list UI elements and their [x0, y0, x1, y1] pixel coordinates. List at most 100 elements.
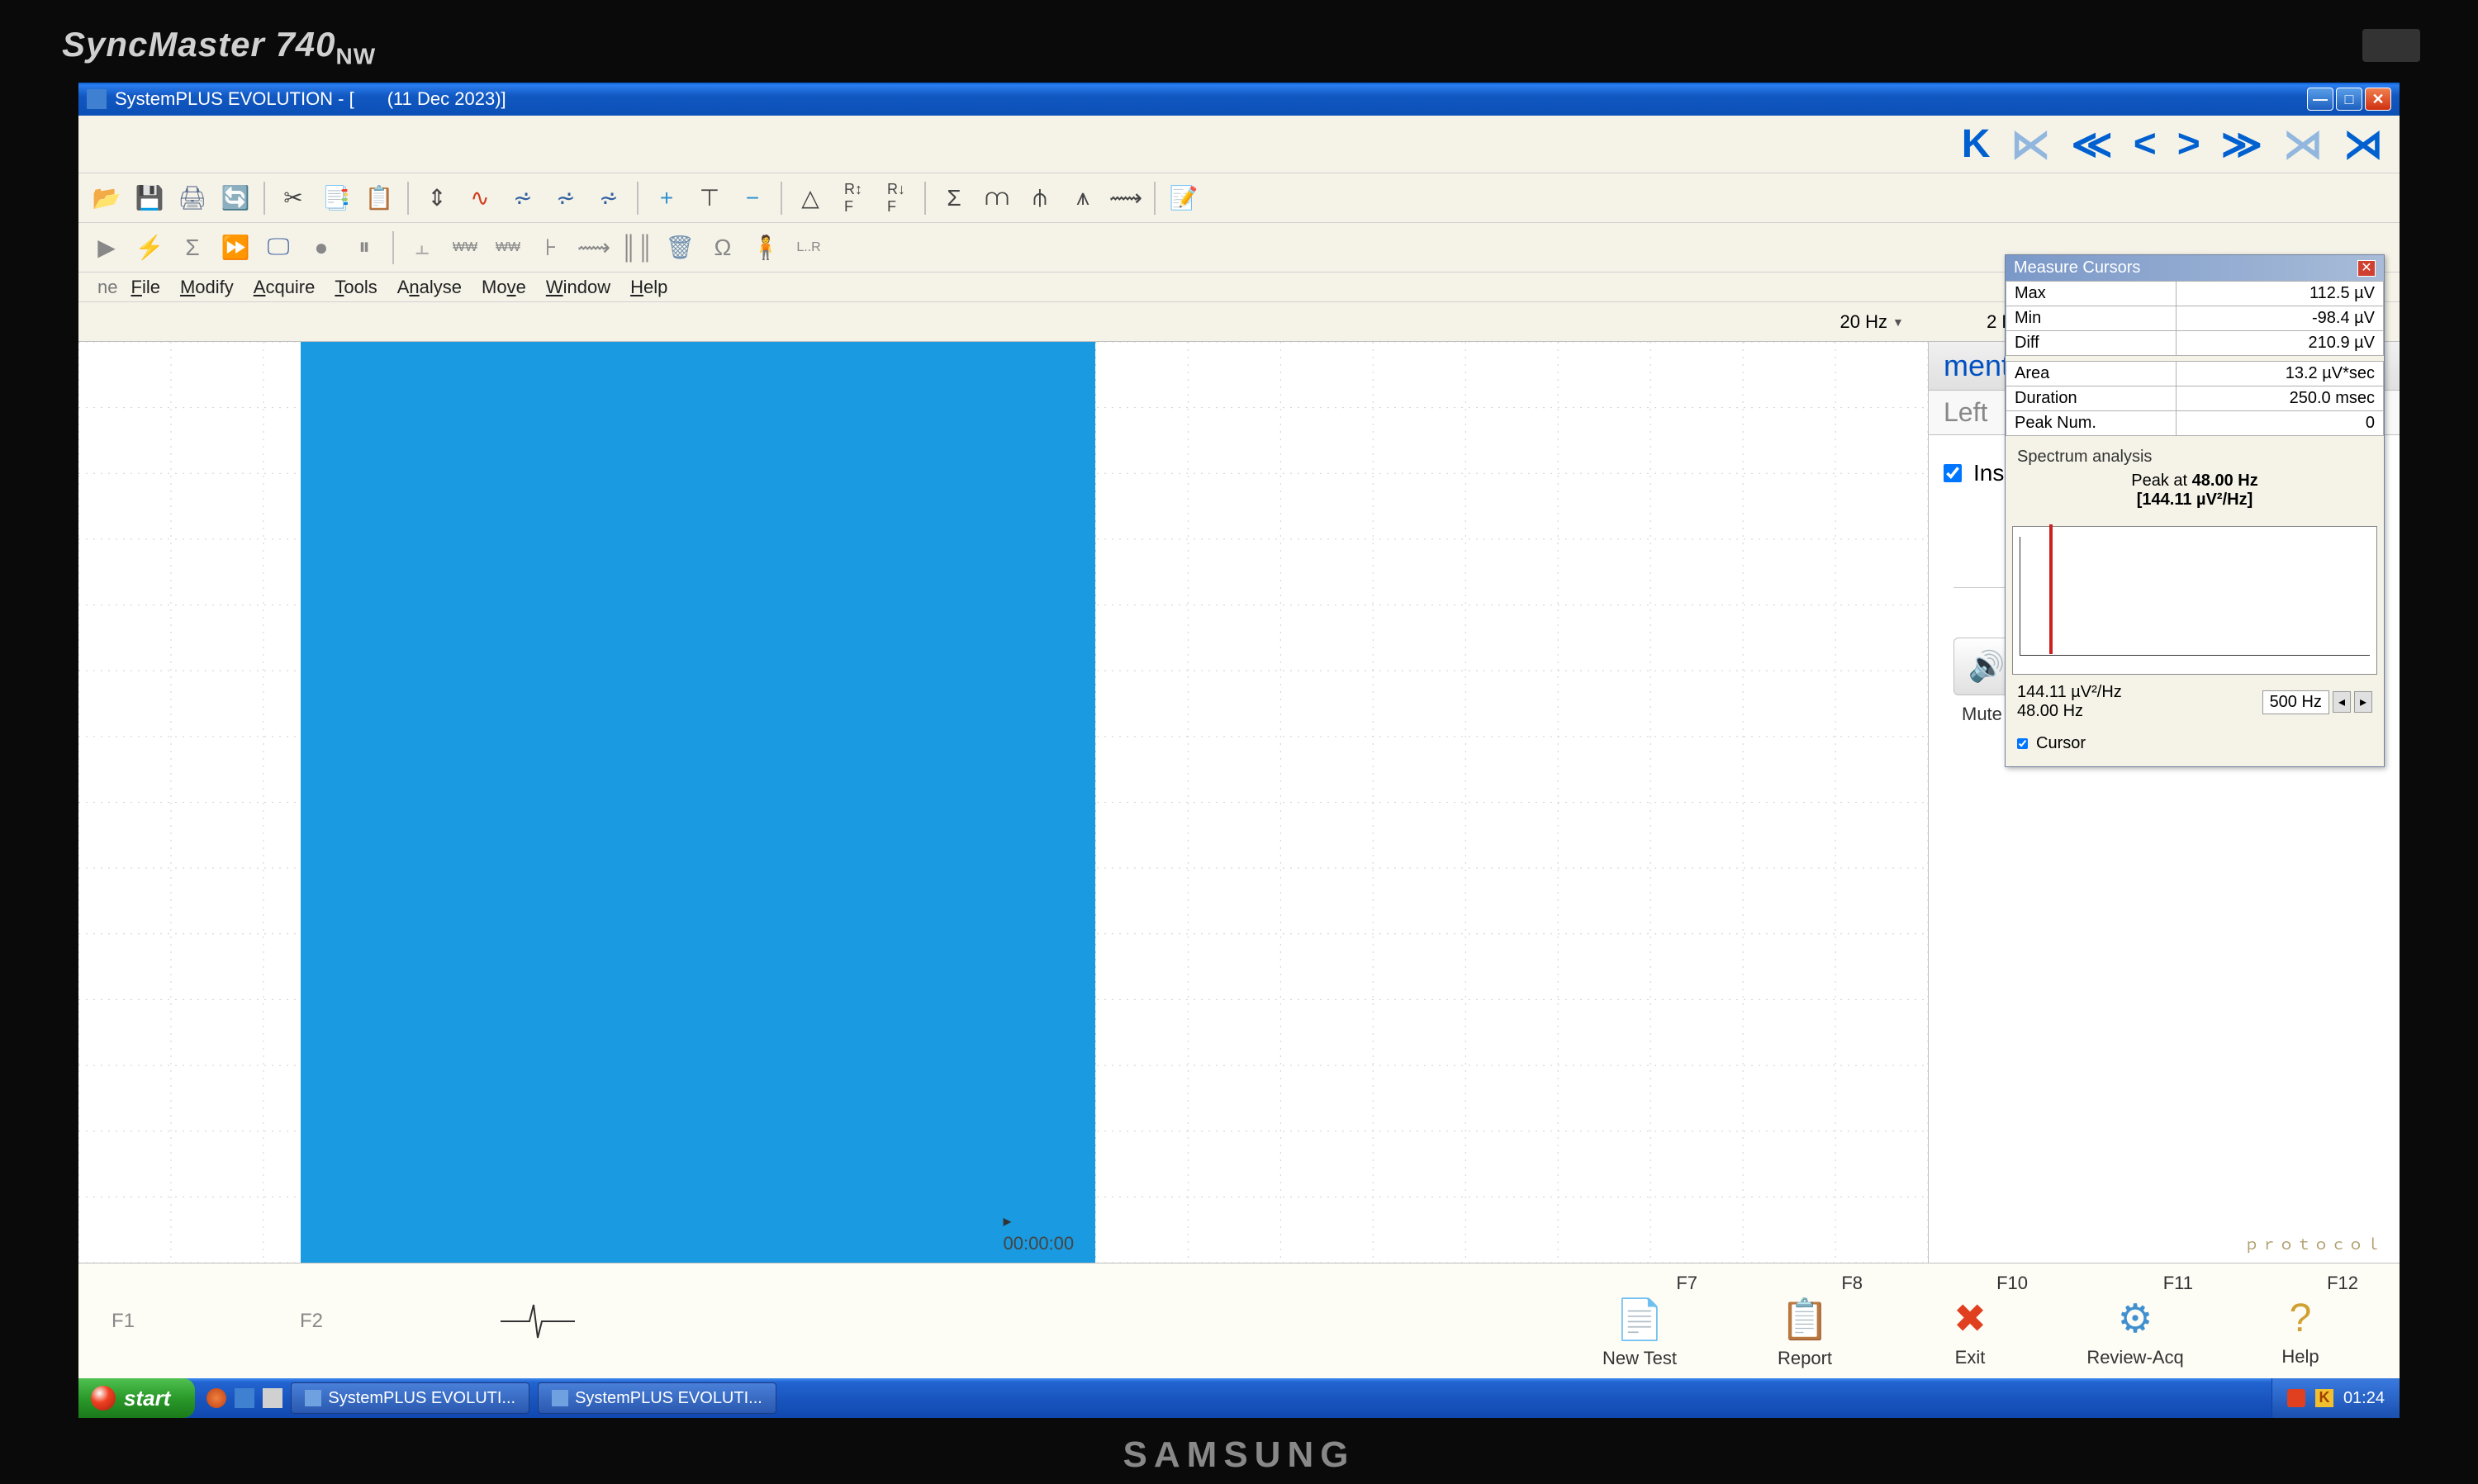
protocol-label: ｐｒｏｔｏｃｏｌ [1929, 1225, 2400, 1263]
paste-icon[interactable]: 📋 [359, 178, 399, 218]
exit-icon: ✖ [1953, 1296, 1987, 1342]
nav-rewind-icon[interactable]: ≪ [2071, 121, 2112, 168]
multi2-icon[interactable]: ⩫ [546, 178, 586, 218]
menu-move[interactable]: Move [475, 275, 533, 300]
menu-modify[interactable]: Modify [173, 275, 240, 300]
burst2-icon[interactable]: ₩₩ [488, 228, 528, 268]
measure-cursors-panel[interactable]: Measure Cursors ✕ Max112.5 µVMin-98.4 µV… [2005, 254, 2385, 767]
nav-ffwd-icon[interactable]: ≫ [2221, 121, 2262, 168]
minimize-button[interactable]: — [2307, 88, 2333, 111]
record-icon[interactable]: ● [301, 228, 341, 268]
pulse2-icon[interactable]: ⟿ [574, 228, 614, 268]
ffwd2-icon[interactable]: ⏩ [216, 228, 255, 268]
omega-icon[interactable]: Ω [703, 228, 743, 268]
range-left-icon[interactable]: ◂ [2333, 691, 2351, 713]
start-button[interactable]: start [78, 1378, 195, 1418]
adjust-icon[interactable]: ⊤ [690, 178, 729, 218]
toolbar-main: 📂 💾 🖨 🔄 ✂ 📑 📋 ⇕ ∿ ⩫ ⩫ ⩫ + ⊤ − △ R↕F R↓F … [78, 173, 2400, 223]
fkey-newtest[interactable]: F7 📄 New Test [1574, 1273, 1706, 1369]
cursors-panel-titlebar[interactable]: Measure Cursors ✕ [2006, 255, 2384, 281]
nav-next-section-icon[interactable]: ⋊ [2283, 121, 2323, 168]
save-icon[interactable]: 💾 [130, 178, 169, 218]
wave-tool1-icon[interactable]: ⩋ [977, 178, 1017, 218]
pulse-icon[interactable]: ⊦ [531, 228, 571, 268]
fkey-number: F11 [2163, 1273, 2193, 1294]
close-button[interactable]: ✕ [2365, 88, 2391, 111]
help-icon: ? [2290, 1296, 2312, 1341]
tray-icon-2[interactable]: K [2315, 1389, 2333, 1407]
burst-icon[interactable]: ₩₩ [445, 228, 485, 268]
maximize-button[interactable]: □ [2336, 88, 2362, 111]
time-selection[interactable] [301, 342, 1096, 1263]
menu-analyse[interactable]: Analyse [391, 275, 468, 300]
wave-tool4-icon[interactable]: ⟿ [1106, 178, 1146, 218]
menu-file[interactable]: File [124, 275, 166, 300]
window-title-date: (11 Dec 2023)] [387, 88, 506, 110]
spectrum-plot[interactable] [2012, 526, 2377, 675]
wave-tool3-icon[interactable]: ⩚ [1063, 178, 1103, 218]
sigma2-icon[interactable]: Σ [173, 228, 212, 268]
spectrum-range-stepper[interactable]: 500 Hz ◂ ▸ [2262, 690, 2372, 714]
speaker-icon: 🔊 [1968, 649, 2006, 684]
signal-viewer[interactable]: ▸ 00:00:00 [78, 342, 1929, 1263]
bars-icon[interactable]: ║║ [617, 228, 657, 268]
nav-last-icon[interactable]: ⋊ [2343, 121, 2383, 168]
monitor-icon[interactable]: 🖵 [259, 228, 298, 268]
spark-icon[interactable]: ⚡ [130, 228, 169, 268]
range-right-icon[interactable]: ▸ [2354, 691, 2372, 713]
cursor-row-label: Duration [2006, 386, 2177, 411]
nav-prev-section-icon[interactable]: ⋉ [2010, 121, 2050, 168]
refresh-icon[interactable]: 🔄 [216, 178, 255, 218]
open-icon[interactable]: 📂 [87, 178, 126, 218]
plus-icon[interactable]: + [647, 178, 686, 218]
menu-acquire[interactable]: Acquire [247, 275, 322, 300]
menu-window[interactable]: Window [539, 275, 617, 300]
fkey-label: Report [1778, 1348, 1832, 1369]
fkey-label: Help [2281, 1346, 2319, 1368]
multi1-icon[interactable]: ⩫ [503, 178, 543, 218]
note-icon[interactable]: 📝 [1164, 178, 1203, 218]
system-tray[interactable]: K 01:24 [2272, 1378, 2400, 1418]
cursor-row-value: 210.9 µV [2176, 331, 2383, 356]
signal-icon[interactable]: ∿ [460, 178, 500, 218]
rf1-icon[interactable]: R↕F [833, 178, 873, 218]
cursors-close-button[interactable]: ✕ [2357, 260, 2376, 277]
ql-icon-1[interactable] [206, 1388, 226, 1408]
fkey-number: F10 [1996, 1273, 2028, 1294]
menu-help[interactable]: Help [624, 275, 674, 300]
window-titlebar: SystemPLUS EVOLUTION - [ (11 Dec 2023)] … [78, 83, 2400, 116]
nav-first-icon[interactable]: K [1962, 121, 1991, 167]
multi3-icon[interactable]: ⩫ [589, 178, 629, 218]
fkey-reviewacq[interactable]: F11 ⚙ Review-Acq [2069, 1273, 2201, 1369]
fkey-report[interactable]: F8 📋 Report [1739, 1273, 1871, 1369]
rf2-icon[interactable]: R↓F [876, 178, 916, 218]
ruler1-icon[interactable]: ⫠ [402, 228, 442, 268]
tray-icon-1[interactable] [2287, 1389, 2305, 1407]
play-icon[interactable]: ▶ [87, 228, 126, 268]
nav-back-icon[interactable]: < [2134, 121, 2157, 167]
print-icon[interactable]: 🖨 [173, 178, 212, 218]
trash-icon[interactable]: 🗑 [660, 228, 700, 268]
highpass-combo[interactable]: 20 Hz▼ [1805, 311, 1937, 333]
menu-tools[interactable]: Tools [328, 275, 383, 300]
pause-icon[interactable]: ⏸ [344, 228, 384, 268]
fkey-help[interactable]: F12 ? Help [2234, 1273, 2366, 1369]
copy-icon[interactable]: 📑 [316, 178, 356, 218]
play-marker-icon: ▸ [1004, 1211, 1012, 1231]
ql-icon-3[interactable] [263, 1388, 282, 1408]
person-icon[interactable]: 🧍 [746, 228, 786, 268]
taskbar-task-2[interactable]: SystemPLUS EVOLUTI... [538, 1382, 776, 1414]
minus-icon[interactable]: − [733, 178, 772, 218]
spectrum-peak-label: Peak at 48.00 Hz [144.11 µV²/Hz] [2017, 472, 2372, 510]
range-icon[interactable]: L..R [789, 228, 828, 268]
cut-icon[interactable]: ✂ [273, 178, 313, 218]
fkey-exit[interactable]: F10 ✖ Exit [1904, 1273, 2036, 1369]
wave-tool2-icon[interactable]: ⫛ [1020, 178, 1060, 218]
cursor-checkbox[interactable]: Cursor [2006, 726, 2384, 766]
ql-icon-2[interactable] [235, 1388, 254, 1408]
sigma-icon[interactable]: Σ [934, 178, 974, 218]
nav-forward-icon[interactable]: > [2177, 121, 2200, 167]
vslider-icon[interactable]: ⇕ [417, 178, 457, 218]
taskbar-task-1[interactable]: SystemPLUS EVOLUTI... [291, 1382, 529, 1414]
delta-icon[interactable]: △ [790, 178, 830, 218]
